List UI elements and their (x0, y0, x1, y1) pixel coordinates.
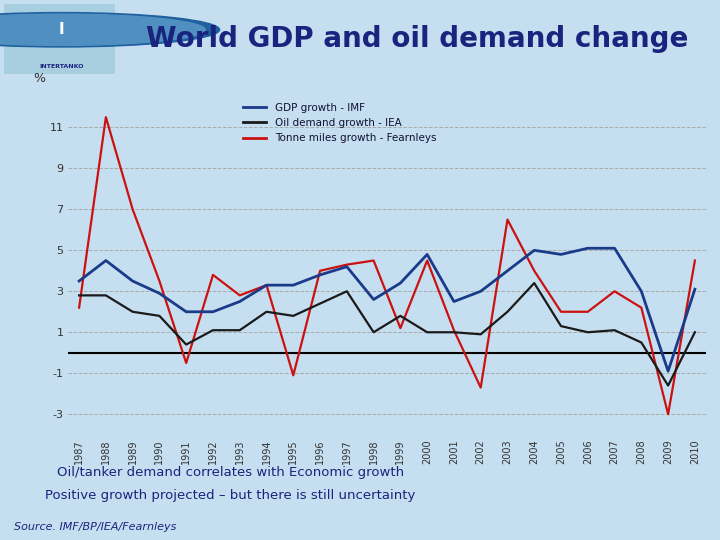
Circle shape (0, 12, 220, 47)
Text: %: % (33, 72, 45, 85)
Text: World GDP and oil demand change: World GDP and oil demand change (146, 25, 689, 53)
Text: Positive growth projected – but there is still uncertainty: Positive growth projected – but there is… (45, 489, 415, 502)
Text: Oil/tanker demand correlates with Economic growth: Oil/tanker demand correlates with Econom… (57, 466, 404, 479)
FancyBboxPatch shape (4, 4, 115, 75)
Circle shape (0, 14, 205, 45)
Text: INTERTANKO: INTERTANKO (39, 64, 84, 69)
Text: Source. IMF/BP/IEA/Fearnleys: Source. IMF/BP/IEA/Fearnleys (14, 522, 177, 531)
Legend: GDP growth - IMF, Oil demand growth - IEA, Tonne miles growth - Fearnleys: GDP growth - IMF, Oil demand growth - IE… (239, 99, 441, 147)
Text: I: I (58, 22, 64, 37)
